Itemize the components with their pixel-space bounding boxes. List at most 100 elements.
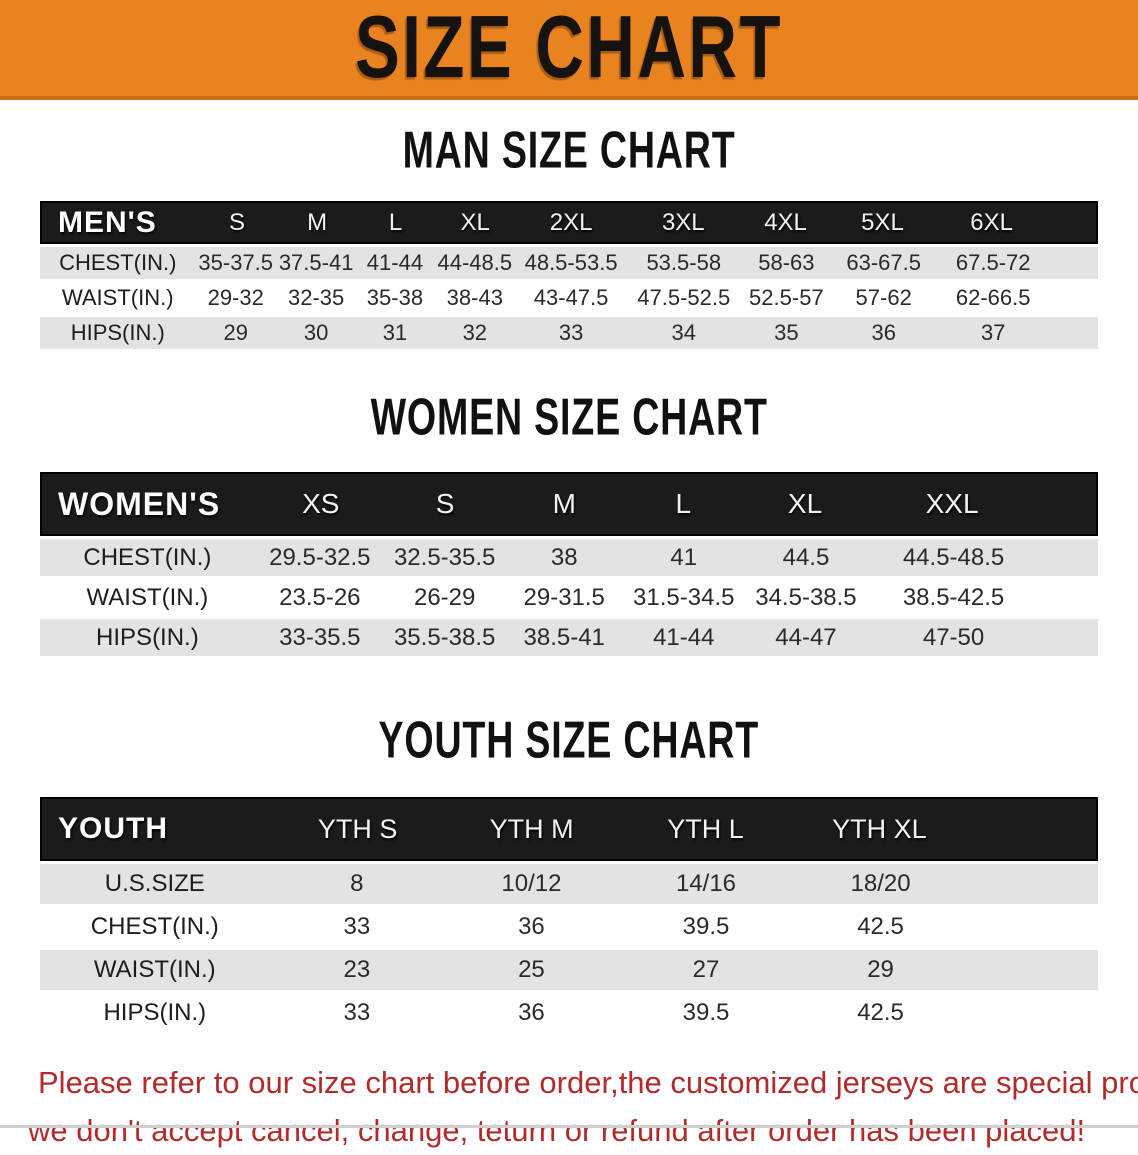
- cell: 30: [303, 320, 329, 345]
- cell: 57-62: [855, 285, 912, 310]
- cell: 34: [671, 320, 696, 345]
- women-col-s: S: [435, 488, 455, 519]
- cell: 44-47: [775, 623, 837, 651]
- cell: 58-63: [758, 250, 815, 275]
- cell: 18/20: [850, 870, 911, 897]
- cell: 39.5: [682, 913, 730, 940]
- cell: 32: [462, 320, 488, 345]
- women-chest-row: CHEST(IN.) 29.5-32.5 32.5-35.5 38 41 44.…: [40, 539, 1098, 576]
- women-size-table: WOMEN'S XS S M L XL XXL CHEST(IN.) 29.5-…: [40, 472, 1098, 656]
- youth-header-label: YOUTH: [58, 812, 168, 845]
- cell: 38: [550, 543, 578, 571]
- row-label: HIPS(IN.): [70, 320, 165, 345]
- cell: 35-38: [366, 285, 424, 310]
- row-label: U.S.SIZE: [104, 870, 205, 897]
- men-col-m: M: [307, 208, 328, 236]
- women-col-xs: XS: [302, 488, 340, 519]
- row-label: WAIST(IN.): [93, 956, 216, 983]
- cell: 33: [558, 320, 584, 345]
- cell: 41: [670, 543, 698, 571]
- row-label: HIPS(IN.): [96, 623, 199, 651]
- men-col-3xl: 3XL: [661, 208, 705, 236]
- youth-col-xl: YTH XL: [832, 813, 927, 844]
- cell: 67.5-72: [955, 250, 1031, 275]
- cell: 33-35.5: [279, 623, 361, 651]
- women-table-header-band: WOMEN'S XS S M L XL XXL: [40, 472, 1098, 536]
- cell: 29-32: [207, 285, 264, 310]
- youth-waist-row: WAIST(IN.) 23 25 27 29: [40, 950, 1098, 990]
- disclaimer-line-2: we don't accept cancel, change, teturn o…: [28, 1113, 1086, 1149]
- women-hips-row: HIPS(IN.) 33-35.5 35.5-38.5 38.5-41 41-4…: [40, 619, 1098, 656]
- men-heading-text: MAN SIZE CHART: [402, 120, 736, 179]
- men-col-6xl: 6XL: [970, 208, 1013, 236]
- men-header-label: MEN'S: [58, 205, 157, 239]
- cell: 32-35: [287, 285, 345, 310]
- cell: 27: [692, 956, 720, 983]
- cell: 38.5-42.5: [902, 583, 1005, 611]
- cell: 36: [871, 320, 896, 345]
- youth-col-m: YTH M: [489, 813, 574, 844]
- men-table-header-band: MEN'S S M L XL 2XL 3XL 4XL 5XL 6XL: [40, 201, 1098, 244]
- men-col-l: L: [388, 208, 403, 236]
- cell: 42.5: [857, 913, 904, 940]
- cell: 33: [343, 913, 371, 940]
- cell: 31: [382, 320, 408, 345]
- cell: 39.5: [682, 999, 730, 1026]
- cell: 35.5-38.5: [393, 623, 496, 651]
- youth-ussize-row: U.S.SIZE 8 10/12 14/16 18/20: [40, 864, 1098, 904]
- men-col-4xl: 4XL: [764, 208, 807, 236]
- cell: 32.5-35.5: [393, 543, 496, 571]
- men-waist-row: WAIST(IN.) 29-32 32-35 35-38 38-43 43-47…: [40, 282, 1098, 314]
- youth-heading-text: YOUTH SIZE CHART: [378, 710, 760, 769]
- cell: 36: [518, 999, 545, 1026]
- men-col-2xl: 2XL: [549, 208, 593, 236]
- cell: 36: [518, 913, 545, 940]
- row-label: CHEST(IN.): [59, 250, 177, 275]
- cell: 29: [223, 320, 248, 345]
- cell: 14/16: [675, 870, 737, 897]
- row-label: CHEST(IN.): [90, 913, 219, 940]
- women-header-label: WOMEN'S: [58, 485, 221, 522]
- disclaimer-note: Please refer to our size chart before or…: [0, 1059, 1138, 1155]
- cell: 8: [350, 870, 364, 897]
- size-chart-banner: SIZE CHART: [0, 0, 1138, 100]
- cell: 41-44: [366, 250, 424, 275]
- cell: 52.5-57: [749, 285, 824, 310]
- cell: 47.5-52.5: [637, 285, 731, 310]
- women-section-heading: WOMEN SIZE CHART: [0, 387, 1138, 446]
- youth-size-table: YOUTH YTH S YTH M YTH L YTH XL U.S.SIZE …: [40, 797, 1098, 1033]
- bottom-divider: [0, 1125, 1138, 1128]
- cell: 38.5-41: [523, 623, 605, 651]
- men-hips-row: HIPS(IN.) 29 30 31 32 33 34 35 36 37: [40, 317, 1098, 349]
- cell: 41-44: [653, 623, 715, 651]
- youth-col-s: YTH S: [317, 813, 398, 844]
- youth-col-l: YTH L: [667, 813, 744, 844]
- cell: 44-48.5: [437, 250, 513, 275]
- cell: 44.5-48.5: [902, 543, 1005, 571]
- cell: 29-31.5: [523, 583, 605, 611]
- cell: 37.5-41: [278, 250, 354, 275]
- cell: 31.5-34.5: [633, 583, 735, 611]
- youth-table-header-band: YOUTH YTH S YTH M YTH L YTH XL: [40, 797, 1098, 861]
- women-heading-text: WOMEN SIZE CHART: [370, 387, 768, 446]
- cell: 38-43: [446, 285, 503, 310]
- cell: 42.5: [857, 999, 904, 1026]
- banner-title: SIZE CHART: [354, 0, 784, 97]
- women-waist-row: WAIST(IN.) 23.5-26 26-29 29-31.5 31.5-34…: [40, 579, 1098, 616]
- men-section-heading: MAN SIZE CHART: [0, 120, 1138, 179]
- cell: 26-29: [413, 583, 476, 611]
- men-col-5xl: 5XL: [861, 208, 904, 236]
- men-col-xl: XL: [460, 208, 490, 236]
- row-label: HIPS(IN.): [103, 999, 207, 1026]
- women-col-l: L: [675, 488, 692, 519]
- men-col-s: S: [228, 208, 245, 236]
- cell: 47-50: [922, 623, 985, 651]
- men-chest-row: CHEST(IN.) 35-37.5 37.5-41 41-44 44-48.5…: [40, 247, 1098, 279]
- cell: 63-67.5: [846, 250, 921, 275]
- cell: 23.5-26: [279, 583, 361, 611]
- cell: 23: [343, 956, 371, 983]
- cell: 29.5-32.5: [269, 543, 371, 571]
- youth-hips-row: HIPS(IN.) 33 36 39.5 42.5: [40, 993, 1098, 1033]
- women-col-m: M: [552, 488, 576, 519]
- cell: 48.5-53.5: [524, 250, 618, 275]
